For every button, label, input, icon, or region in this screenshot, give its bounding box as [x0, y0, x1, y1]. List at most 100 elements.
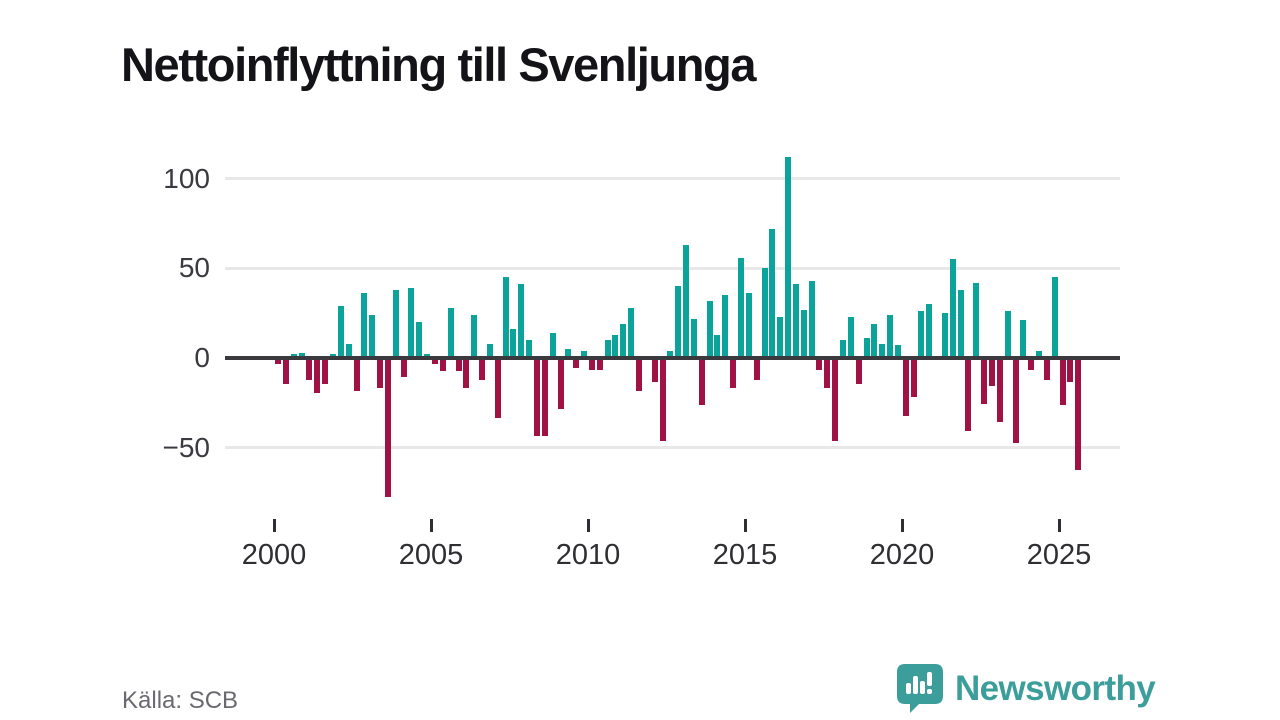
bar-2013-q2 — [690, 318, 697, 359]
bar-2016-q2 — [785, 157, 791, 358]
bar-2011-q3 — [635, 357, 642, 392]
bar-2021-q2 — [941, 313, 948, 359]
x-axis-tick — [744, 519, 747, 532]
bar-2009-q1 — [557, 357, 564, 409]
newsworthy-icon — [897, 664, 943, 713]
y-axis-tick-label: 100 — [163, 162, 210, 194]
bar-2010-q4 — [612, 334, 619, 358]
bar-2005-q2 — [439, 357, 446, 372]
bar-2000-q2 — [282, 357, 289, 384]
bar-2005-q1 — [431, 357, 438, 365]
icon-bar-tall — [913, 676, 918, 694]
bar-2013-q1 — [683, 244, 689, 358]
bar-2008-q4 — [549, 332, 556, 358]
bar-2008-q1 — [526, 340, 533, 358]
bar-2023-q1 — [996, 357, 1003, 422]
bar-2019-q2 — [879, 343, 886, 359]
bar-2012-q2 — [659, 357, 666, 442]
x-axis-tick — [430, 519, 433, 532]
bar-2001-q2 — [314, 357, 321, 393]
bar-2009-q2 — [565, 349, 572, 359]
bar-2024-q1 — [1028, 357, 1035, 370]
bar-2014-q4 — [737, 257, 744, 359]
gridline-100 — [225, 177, 1120, 181]
bar-2025-q1 — [1059, 357, 1066, 406]
zero-axis-line — [225, 356, 1120, 360]
x-axis-tick — [587, 519, 590, 532]
bar-2012-q3 — [667, 350, 674, 358]
y-axis-tick-label: −50 — [162, 431, 211, 463]
newsworthy-wordmark: Newsworthy — [955, 669, 1156, 708]
bar-2002-q2 — [345, 343, 352, 359]
bar-2015-q2 — [753, 357, 760, 381]
x-axis-tick-label: 2010 — [555, 539, 621, 571]
bar-2018-q1 — [839, 340, 846, 358]
bar-2014-q1 — [714, 334, 721, 358]
bar-2014-q2 — [722, 295, 729, 358]
bar-2022-q4 — [989, 357, 995, 386]
bar-2023-q3 — [1012, 357, 1019, 444]
bar-2025-q2 — [1067, 357, 1074, 383]
bar-2019-q4 — [894, 345, 901, 359]
bar-2024-q4 — [1051, 277, 1058, 358]
bar-2022-q3 — [981, 357, 988, 404]
bar-2008-q2 — [533, 357, 540, 436]
bar-2023-q4 — [1020, 320, 1027, 358]
bar-2015-q3 — [761, 268, 768, 358]
bar-2020-q4 — [926, 304, 933, 358]
bar-2015-q4 — [769, 228, 776, 359]
x-axis-tick-label: 2015 — [712, 539, 778, 571]
bar-2011-q1 — [620, 323, 627, 358]
bar-2008-q3 — [541, 357, 548, 436]
bar-2019-q1 — [871, 323, 878, 358]
bar-2017-q1 — [808, 280, 815, 358]
bar-2003-q4 — [392, 289, 399, 358]
y-axis-tick-label: 0 — [194, 342, 210, 373]
bar-2000-q1 — [275, 357, 281, 365]
icon-exclamation-dot — [927, 689, 932, 694]
bar-2023-q2 — [1004, 311, 1011, 358]
bar-2002-q1 — [337, 305, 344, 358]
bar-2014-q3 — [730, 357, 737, 388]
bar-2021-q4 — [957, 289, 964, 358]
bar-2007-q3 — [510, 329, 517, 358]
bar-2018-q4 — [863, 338, 870, 358]
chart-title: Nettoinflyttning till Svenljunga — [121, 38, 756, 92]
bar-2010-q1 — [588, 357, 595, 370]
gridline--50 — [225, 446, 1120, 450]
y-axis-tick-label: 50 — [178, 252, 210, 284]
bar-2006-q3 — [479, 357, 485, 381]
bar-2003-q2 — [377, 357, 383, 388]
x-axis-tick-label: 2000 — [241, 539, 307, 571]
bar-2021-q3 — [949, 259, 956, 359]
bar-2002-q4 — [361, 293, 368, 358]
icon-bar-small — [906, 683, 911, 694]
bar-2001-q1 — [306, 357, 313, 381]
bar-2012-q1 — [651, 357, 658, 383]
source-label: Källa: SCB — [122, 687, 239, 714]
x-axis-tick-label: 2025 — [1026, 539, 1092, 571]
bar-2004-q1 — [400, 357, 407, 377]
bar-2001-q3 — [322, 357, 329, 384]
bar-2020-q1 — [902, 357, 909, 417]
x-axis-tick — [901, 519, 904, 532]
bar-2011-q2 — [628, 307, 635, 358]
x-axis-tick — [1058, 519, 1061, 532]
bar-2024-q3 — [1043, 357, 1050, 381]
x-axis-tick-label: 2020 — [869, 539, 935, 571]
icon-bar-medium — [920, 681, 925, 694]
x-axis-tick — [273, 519, 276, 532]
bar-2016-q1 — [777, 316, 784, 359]
bar-2007-q4 — [518, 284, 525, 359]
bar-2006-q2 — [471, 314, 478, 359]
bar-2003-q1 — [369, 314, 376, 359]
bar-2013-q4 — [706, 300, 713, 358]
bar-2007-q2 — [502, 277, 509, 358]
bar-2017-q3 — [824, 357, 831, 388]
bar-2018-q2 — [847, 316, 854, 359]
bar-2019-q3 — [887, 314, 893, 359]
bar-2006-q1 — [463, 357, 470, 388]
bar-2025-q3 — [1075, 357, 1082, 470]
bar-2024-q2 — [1036, 350, 1043, 358]
newsworthy-logo: Newsworthy — [895, 662, 1156, 716]
